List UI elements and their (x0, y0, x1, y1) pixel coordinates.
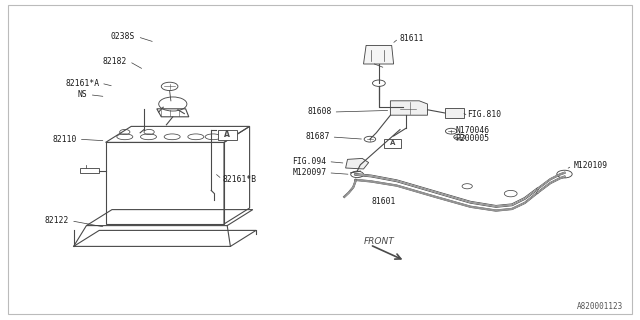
Polygon shape (445, 108, 464, 118)
Text: 82122: 82122 (45, 216, 69, 225)
Bar (218, 130, 237, 140)
Text: P200005: P200005 (456, 134, 490, 143)
Text: 82110: 82110 (52, 135, 77, 144)
Text: 81611: 81611 (400, 34, 424, 43)
Polygon shape (364, 45, 394, 64)
Text: 81601: 81601 (372, 197, 396, 206)
Bar (384, 139, 401, 148)
Text: 82182: 82182 (102, 57, 127, 66)
Text: A: A (390, 140, 395, 146)
Text: 82161*A: 82161*A (65, 79, 99, 88)
Polygon shape (390, 101, 428, 115)
Text: 81687: 81687 (305, 132, 330, 141)
Text: FIG.094: FIG.094 (292, 157, 326, 166)
Text: 81608: 81608 (307, 108, 332, 116)
Text: A: A (224, 130, 230, 140)
Text: NS: NS (78, 90, 88, 99)
Text: FRONT: FRONT (364, 237, 394, 246)
Text: A820001123: A820001123 (577, 302, 623, 311)
Text: N170046: N170046 (456, 126, 490, 135)
Text: M120109: M120109 (573, 161, 607, 170)
Text: FIG.810: FIG.810 (467, 110, 501, 119)
Text: 82161*B: 82161*B (223, 175, 257, 184)
Text: 0238S: 0238S (110, 32, 134, 41)
Bar (80, 168, 99, 173)
Polygon shape (346, 158, 369, 169)
Text: M120097: M120097 (292, 168, 326, 177)
